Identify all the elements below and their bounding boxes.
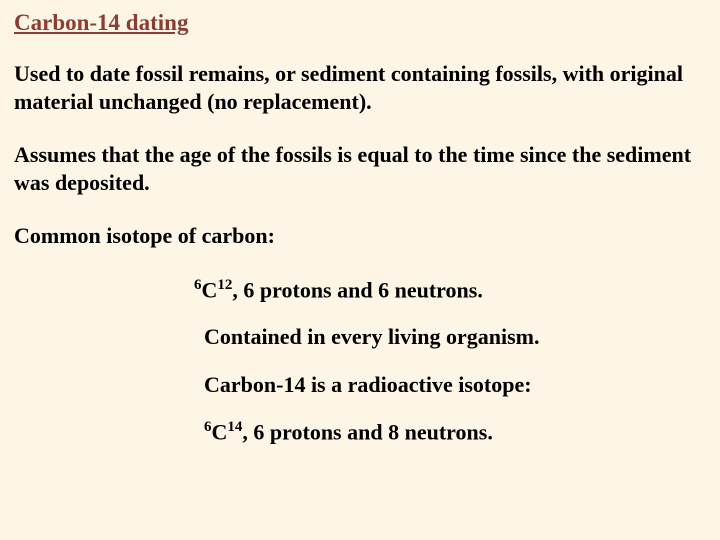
c12-symbol: C [202,277,218,302]
c14-symbol: C [212,420,228,445]
paragraph-common-isotope: Common isotope of carbon: [14,222,706,250]
paragraph-usage: Used to date fossil remains, or sediment… [14,60,706,115]
c14-post-superscript: 14 [227,419,242,435]
isotope-c12: 6C12, 6 protons and 6 neutrons. [194,276,706,304]
c14-pre-superscript: 6 [204,419,212,435]
paragraph-assumption: Assumes that the age of the fossils is e… [14,141,706,196]
slide-content: Carbon-14 dating Used to date fossil rem… [0,0,720,476]
line-radioactive: Carbon-14 is a radioactive isotope: [204,371,706,399]
c12-post-superscript: 12 [217,277,232,293]
c12-pre-superscript: 6 [194,277,202,293]
line-contained: Contained in every living organism. [204,323,706,351]
slide-title: Carbon-14 dating [14,10,706,36]
c14-description: , 6 protons and 8 neutrons. [242,420,492,445]
isotope-c14: 6C14, 6 protons and 8 neutrons. [204,418,706,446]
c12-description: , 6 protons and 6 neutrons. [232,277,482,302]
